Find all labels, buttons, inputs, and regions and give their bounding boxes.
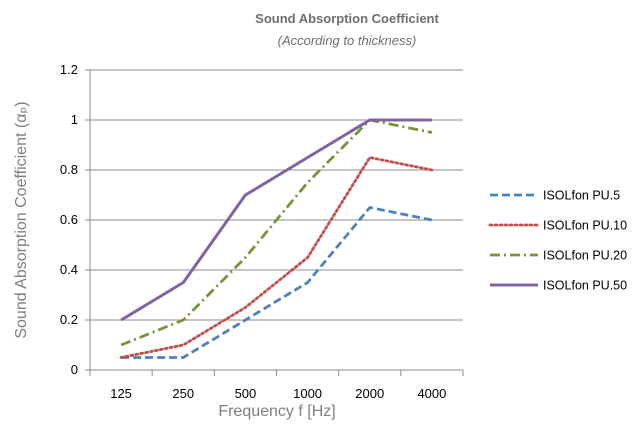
y-tick-label: 0 xyxy=(71,362,78,377)
y-tick-label: 0.6 xyxy=(60,212,78,227)
x-tick-label: 250 xyxy=(172,386,194,401)
series-layer xyxy=(119,118,434,359)
y-tick-label: 1.2 xyxy=(60,62,78,77)
chart-subtitle: (According to thickness) xyxy=(278,33,417,48)
y-tick-label: 0.8 xyxy=(60,162,78,177)
legend-label: ISOLfon PU.5 xyxy=(543,189,620,203)
legend-label: ISOLfon PU.10 xyxy=(543,219,627,233)
series-line-4 xyxy=(120,118,432,322)
x-tick-label: 1000 xyxy=(293,386,322,401)
y-tick-label: 0.4 xyxy=(60,262,78,277)
series-line-3 xyxy=(120,118,433,347)
legend: ISOLfon PU.5 ISOLfon PU.10 ISOLfon PU.20 IS… xyxy=(488,189,627,293)
axis-layer: 0 0.2 0.4 0.6 0.8 1 1.2 125 250 500 1000 2000 4000 xyxy=(60,62,464,401)
chart-title: Sound Absorption Coefficient xyxy=(255,11,439,26)
x-tick-label: 4000 xyxy=(417,386,446,401)
y-axis-title: Sound Absorption Coefficient (αₚ) xyxy=(13,101,30,338)
y-tick-label: 0.2 xyxy=(60,312,78,327)
y-tick-label: 1 xyxy=(71,112,78,127)
x-tick-label: 500 xyxy=(235,386,257,401)
x-tick-label: 125 xyxy=(110,386,132,401)
series-line-2 xyxy=(119,156,434,359)
x-tick-label: 2000 xyxy=(355,386,384,401)
legend-label: ISOLfon PU.20 xyxy=(543,249,627,263)
series-line-1 xyxy=(121,206,433,359)
legend-label: ISOLfon PU.50 xyxy=(543,279,627,293)
x-axis-title: Frequency f [Hz] xyxy=(218,403,335,420)
